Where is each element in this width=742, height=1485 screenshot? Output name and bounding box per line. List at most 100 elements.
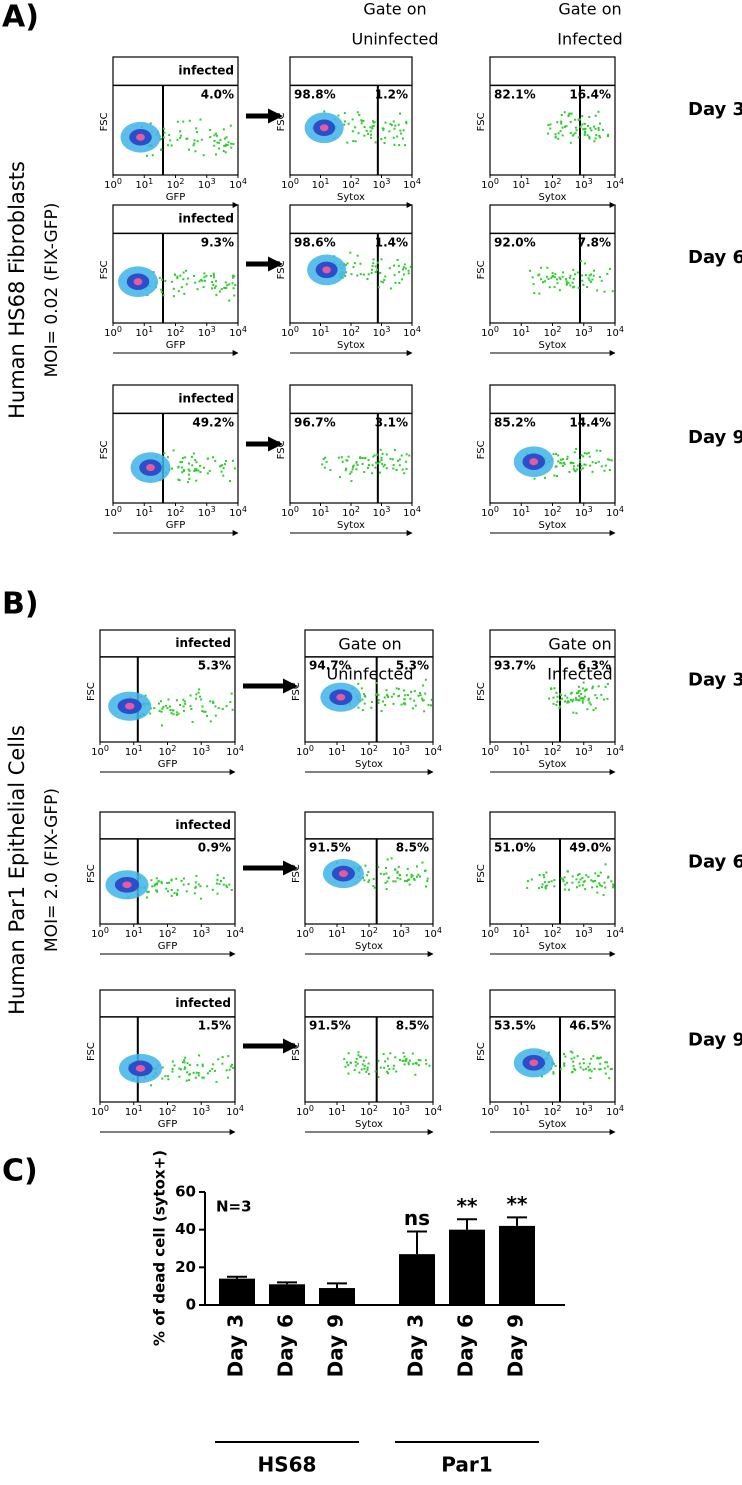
event-dot — [540, 278, 543, 281]
event-dot — [406, 694, 409, 697]
event-dot — [356, 254, 359, 257]
event-dot — [185, 137, 188, 140]
event-dot — [412, 1062, 415, 1065]
event-dot — [405, 460, 408, 463]
event-dot — [573, 1067, 576, 1070]
event-dot — [586, 286, 589, 289]
event-dot — [402, 266, 405, 269]
event-dot — [371, 264, 374, 267]
event-dot — [543, 881, 546, 884]
event-dot — [379, 872, 382, 875]
event-dot — [201, 705, 204, 708]
event-dot — [376, 268, 379, 271]
event-dot — [589, 127, 592, 130]
event-dot — [583, 695, 586, 698]
event-dot — [393, 274, 396, 277]
event-dot — [194, 1076, 197, 1079]
event-dot — [376, 462, 379, 465]
tick-base: 10 — [544, 747, 557, 758]
x-tick-label: 100 — [296, 744, 314, 759]
tick-base: 10 — [481, 180, 494, 191]
event-dot — [404, 880, 407, 883]
event-dot — [381, 462, 384, 465]
event-dot — [421, 861, 424, 864]
event-dot — [230, 142, 233, 145]
event-dot — [556, 278, 559, 281]
event-dot — [584, 131, 587, 134]
event-dot — [575, 698, 578, 701]
day-label: Day 6 — [688, 851, 742, 872]
event-dot — [408, 454, 411, 457]
event-dot — [176, 892, 179, 895]
event-dot — [200, 698, 203, 701]
tick-exponent: 4 — [239, 744, 244, 753]
group-label: HS68 — [258, 1453, 317, 1477]
event-dot — [179, 274, 182, 277]
event-dot — [165, 887, 168, 890]
tick-exponent: 4 — [619, 505, 624, 514]
event-dot — [383, 873, 386, 876]
event-dot — [187, 473, 190, 476]
event-dot — [580, 692, 583, 695]
event-dot — [385, 866, 388, 869]
event-dot — [178, 1067, 181, 1070]
event-dot — [230, 888, 233, 891]
event-dot — [380, 258, 383, 261]
x-tick-label: 104 — [226, 1104, 244, 1119]
event-dot — [184, 702, 187, 705]
event-dot — [356, 274, 359, 277]
event-dot — [391, 458, 394, 461]
percent-label: 91.5% — [309, 1018, 351, 1032]
side-title: Human Par1 Epithelial Cells — [5, 725, 29, 1015]
event-dot — [162, 706, 165, 709]
tick-base: 10 — [198, 508, 211, 519]
event-dot — [561, 134, 564, 137]
bar — [449, 1229, 485, 1305]
event-dot — [199, 118, 202, 121]
event-dot — [223, 144, 226, 147]
tick-base: 10 — [481, 328, 494, 339]
event-dot — [216, 134, 219, 137]
event-dot — [155, 889, 158, 892]
event-dot — [199, 885, 202, 888]
event-dot — [582, 128, 585, 131]
x-tick-label: 100 — [91, 744, 109, 759]
event-dot — [220, 470, 223, 473]
event-dot — [372, 121, 375, 124]
event-dot — [226, 1076, 229, 1079]
event-dot — [191, 721, 194, 724]
event-dot — [158, 276, 161, 279]
event-dot — [149, 1084, 152, 1087]
event-dot — [343, 112, 346, 115]
tick-base: 10 — [281, 328, 294, 339]
event-dot — [228, 283, 231, 286]
event-dot — [179, 1068, 182, 1071]
event-dot — [356, 463, 359, 466]
event-dot — [424, 692, 427, 695]
event-dot — [549, 123, 552, 126]
event-dot — [569, 141, 572, 144]
event-dot — [591, 687, 594, 690]
event-dot — [413, 878, 416, 881]
bar — [499, 1225, 535, 1305]
tick-base: 10 — [104, 328, 117, 339]
event-dot — [215, 293, 218, 296]
event-dot — [533, 477, 536, 480]
event-dot — [367, 1062, 370, 1065]
event-dot — [180, 286, 183, 289]
bar — [219, 1278, 255, 1305]
event-dot — [567, 115, 570, 118]
event-dot — [593, 269, 596, 272]
tick-exponent: 2 — [179, 325, 184, 334]
percent-label: 82.1% — [494, 87, 536, 101]
event-dot — [577, 691, 580, 694]
event-dot — [430, 704, 433, 707]
event-dot — [193, 892, 196, 895]
event-dot — [542, 873, 545, 876]
event-dot — [568, 471, 571, 474]
event-dot — [587, 875, 590, 878]
event-dot — [167, 698, 170, 701]
tick-base: 10 — [167, 508, 180, 519]
event-dot — [179, 703, 182, 706]
event-dot — [171, 467, 174, 470]
